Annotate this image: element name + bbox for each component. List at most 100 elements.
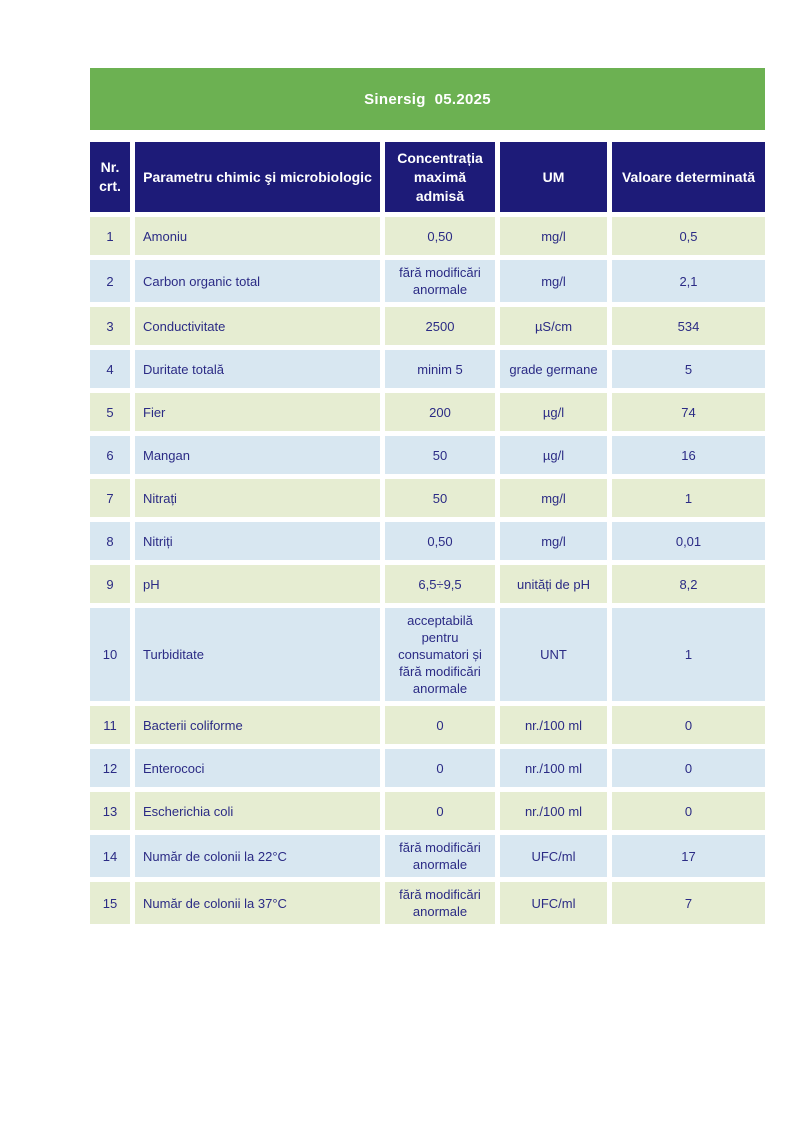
cell-valoare-determinata: 0,01 bbox=[612, 522, 765, 560]
cell-um: nr./100 ml bbox=[500, 749, 607, 787]
cell-nr-crt: 11 bbox=[90, 706, 130, 744]
cell-parametru: Bacterii coliforme bbox=[135, 706, 380, 744]
cell-valoare-determinata: 0 bbox=[612, 792, 765, 830]
cell-concentratia-maxima-admisa: 200 bbox=[385, 393, 495, 431]
cell-concentratia-text: 6,5÷9,5 bbox=[418, 576, 462, 592]
cell-nr-crt: 6 bbox=[90, 436, 130, 474]
cell-parametru: pH bbox=[135, 565, 380, 603]
cell-concentratia-text: 200 bbox=[429, 404, 451, 420]
cell-nr-crt: 13 bbox=[90, 792, 130, 830]
cell-um: mg/l bbox=[500, 522, 607, 560]
cell-parametru: Escherichia coli bbox=[135, 792, 380, 830]
cell-concentratia-text: minim 5 bbox=[417, 361, 463, 377]
cell-concentratia-maxima-admisa: 0,50 bbox=[385, 217, 495, 255]
cell-parametru: Număr de colonii la 37°C bbox=[135, 882, 380, 924]
cell-um: grade germane bbox=[500, 350, 607, 388]
cell-um: nr./100 ml bbox=[500, 792, 607, 830]
cell-valoare-determinata: 16 bbox=[612, 436, 765, 474]
cell-concentratia-text: 0 bbox=[436, 760, 444, 776]
cell-parametru: Enterococi bbox=[135, 749, 380, 787]
table-row: 10 Turbiditate acceptabilă pentru consum… bbox=[90, 608, 765, 701]
cell-concentratia-maxima-admisa: 50 bbox=[385, 436, 495, 474]
cell-concentratia-maxima-admisa: fără modificări anormale bbox=[385, 260, 495, 302]
cell-valoare-determinata: 2,1 bbox=[612, 260, 765, 302]
cell-concentratia-text: 0,50 bbox=[427, 228, 453, 244]
cell-parametru: Fier bbox=[135, 393, 380, 431]
cell-nr-crt: 1 bbox=[90, 217, 130, 255]
cell-nr-crt: 12 bbox=[90, 749, 130, 787]
cell-nr-crt: 9 bbox=[90, 565, 130, 603]
cell-concentratia-maxima-admisa: 0 bbox=[385, 749, 495, 787]
cell-nr-crt: 14 bbox=[90, 835, 130, 877]
cell-valoare-determinata: 0,5 bbox=[612, 217, 765, 255]
cell-valoare-determinata: 1 bbox=[612, 608, 765, 701]
cell-valoare-determinata: 7 bbox=[612, 882, 765, 924]
cell-valoare-determinata: 1 bbox=[612, 479, 765, 517]
table-row: 7 Nitrați 50 mg/l 1 bbox=[90, 479, 765, 517]
cell-um: µg/l bbox=[500, 436, 607, 474]
cell-concentratia-maxima-admisa: 0 bbox=[385, 792, 495, 830]
cell-nr-crt: 4 bbox=[90, 350, 130, 388]
cell-um: nr./100 ml bbox=[500, 706, 607, 744]
cell-nr-crt: 15 bbox=[90, 882, 130, 924]
cell-valoare-determinata: 0 bbox=[612, 749, 765, 787]
cell-um: UNT bbox=[500, 608, 607, 701]
cell-valoare-determinata: 17 bbox=[612, 835, 765, 877]
cell-parametru: Nitriți bbox=[135, 522, 380, 560]
cell-parametru: Duritate totală bbox=[135, 350, 380, 388]
column-header-valoare-determinata: Valoare determinată bbox=[612, 142, 765, 212]
cell-nr-crt: 3 bbox=[90, 307, 130, 345]
water-quality-report: Sinersig 05.2025 Nr. crt. Parametru chim… bbox=[90, 68, 765, 924]
table-row: 15 Număr de colonii la 37°C fără modific… bbox=[90, 882, 765, 924]
cell-um: UFC/ml bbox=[500, 882, 607, 924]
cell-concentratia-maxima-admisa: 2500 bbox=[385, 307, 495, 345]
cell-nr-crt: 10 bbox=[90, 608, 130, 701]
cell-valoare-determinata: 5 bbox=[612, 350, 765, 388]
cell-concentratia-maxima-admisa: fără modificări anormale bbox=[385, 835, 495, 877]
cell-um: UFC/ml bbox=[500, 835, 607, 877]
cell-parametru: Mangan bbox=[135, 436, 380, 474]
table-row: 14 Număr de colonii la 22°C fără modific… bbox=[90, 835, 765, 877]
cell-concentratia-maxima-admisa: minim 5 bbox=[385, 350, 495, 388]
cell-parametru: Turbiditate bbox=[135, 608, 380, 701]
table-row: 12 Enterococi 0 nr./100 ml 0 bbox=[90, 749, 765, 787]
cell-concentratia-text: fără modificări anormale bbox=[399, 265, 481, 297]
cell-concentratia-maxima-admisa: 0,50 bbox=[385, 522, 495, 560]
cell-nr-crt: 2 bbox=[90, 260, 130, 302]
cell-concentratia-text: 50 bbox=[432, 490, 448, 506]
cell-concentratia-maxima-admisa: 0 bbox=[385, 706, 495, 744]
cell-concentratia-text: fără modificări anormale bbox=[399, 887, 481, 919]
cell-um: µg/l bbox=[500, 393, 607, 431]
cell-concentratia-text: 2500 bbox=[425, 318, 455, 334]
column-header-nr-crt: Nr. crt. bbox=[90, 142, 130, 212]
table-row: 4 Duritate totală minim 5 grade germane … bbox=[90, 350, 765, 388]
cell-concentratia-maxima-admisa: 50 bbox=[385, 479, 495, 517]
cell-valoare-determinata: 0 bbox=[612, 706, 765, 744]
report-title: Sinersig 05.2025 bbox=[364, 90, 491, 108]
table-row: 8 Nitriți 0,50 mg/l 0,01 bbox=[90, 522, 765, 560]
table-header-row: Nr. crt. Parametru chimic şi microbiolog… bbox=[90, 142, 765, 212]
table-row: 2 Carbon organic total fără modificări a… bbox=[90, 260, 765, 302]
cell-um: unități de pH bbox=[500, 565, 607, 603]
cell-parametru: Număr de colonii la 22°C bbox=[135, 835, 380, 877]
cell-concentratia-text: 50 bbox=[432, 447, 448, 463]
cell-parametru: Carbon organic total bbox=[135, 260, 380, 302]
water-quality-table: Nr. crt. Parametru chimic şi microbiolog… bbox=[85, 137, 770, 929]
cell-parametru: Conductivitate bbox=[135, 307, 380, 345]
table-row: 11 Bacterii coliforme 0 nr./100 ml 0 bbox=[90, 706, 765, 744]
cell-concentratia-text: 0 bbox=[436, 717, 444, 733]
cell-um: mg/l bbox=[500, 260, 607, 302]
table-row: 3 Conductivitate 2500 µS/cm 534 bbox=[90, 307, 765, 345]
cell-valoare-determinata: 74 bbox=[612, 393, 765, 431]
cell-concentratia-maxima-admisa: acceptabilă pentru consumatori și fără m… bbox=[385, 608, 495, 701]
cell-valoare-determinata: 534 bbox=[612, 307, 765, 345]
cell-um: mg/l bbox=[500, 479, 607, 517]
cell-concentratia-text: 0,50 bbox=[427, 533, 453, 549]
table-row: 5 Fier 200 µg/l 74 bbox=[90, 393, 765, 431]
table-row: 13 Escherichia coli 0 nr./100 ml 0 bbox=[90, 792, 765, 830]
report-title-bar: Sinersig 05.2025 bbox=[90, 68, 765, 130]
table-row: 9 pH 6,5÷9,5 unități de pH 8,2 bbox=[90, 565, 765, 603]
cell-parametru: Nitrați bbox=[135, 479, 380, 517]
column-header-parametru: Parametru chimic şi microbiologic bbox=[135, 142, 380, 212]
